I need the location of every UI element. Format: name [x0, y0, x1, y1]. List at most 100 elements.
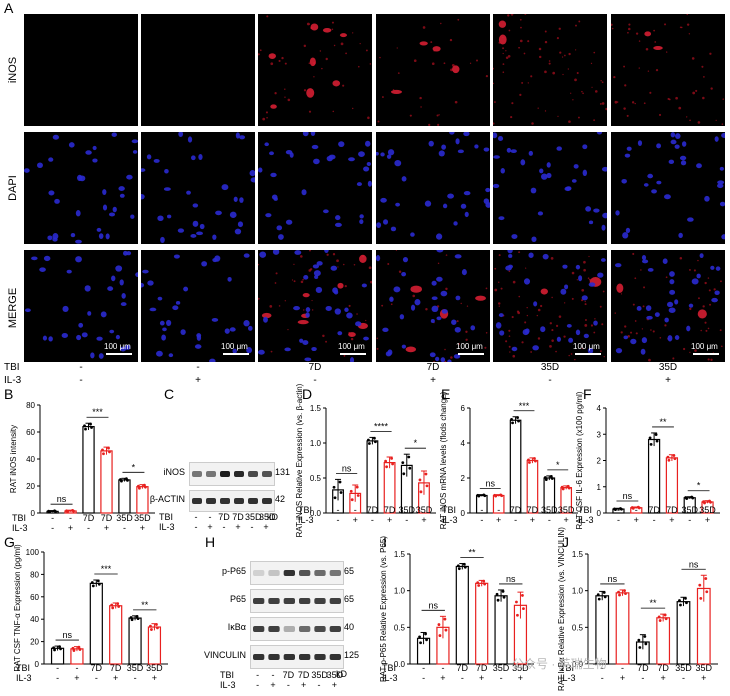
data-point: [89, 422, 92, 426]
data-point: [511, 421, 514, 425]
tbi-value: -: [271, 670, 275, 680]
y-axis-label: RAT CSF TNF-α Expression (pg/ml): [13, 544, 22, 672]
data-point: [597, 597, 601, 601]
data-point: [117, 605, 121, 608]
data-point: [516, 416, 519, 420]
data-point: [657, 615, 661, 619]
image-tile-r2-c6: [611, 132, 725, 244]
data-point: [516, 613, 519, 617]
x-il3-label: +: [705, 515, 710, 525]
data-point: [125, 477, 128, 481]
data-point: [678, 599, 681, 602]
data-point: [685, 601, 688, 605]
image-tile-r3-c4: [376, 250, 490, 362]
data-point: [47, 509, 50, 513]
data-point: [543, 476, 547, 479]
x-il3-label: +: [518, 673, 523, 683]
blot-band-label: p-P65: [221, 566, 246, 576]
tbi-row-label: TBI: [298, 505, 312, 515]
scale-bar: [575, 353, 601, 355]
x-il3-label: -: [56, 673, 59, 683]
il3-row-label: IL-3: [16, 673, 32, 683]
data-point: [623, 589, 626, 593]
data-point: [129, 616, 133, 619]
data-point: [107, 446, 110, 450]
data-point: [355, 485, 359, 489]
scale-bar: [693, 353, 719, 355]
bar: [595, 595, 610, 665]
data-point: [515, 600, 518, 604]
data-point: [356, 494, 360, 497]
panel-label-d: D: [302, 386, 313, 402]
x-tbi-label: 7D: [648, 505, 660, 515]
data-point: [71, 508, 74, 512]
il3-row-label: IL-3: [382, 673, 398, 683]
data-point: [339, 491, 343, 494]
blot-kd-value: 125: [344, 650, 360, 660]
x-il3-label: -: [688, 515, 691, 525]
il3-row-label: IL-3: [220, 680, 236, 690]
x-tbi-label: 7D: [457, 663, 469, 673]
il3-value: -: [194, 522, 198, 532]
blot-band-row: [250, 617, 344, 641]
significance-label: ns: [608, 574, 618, 584]
data-point: [690, 495, 694, 499]
data-point: [119, 478, 122, 481]
data-point: [424, 632, 427, 636]
data-point: [155, 623, 158, 626]
blot-kd-unit: kD: [267, 512, 278, 522]
il3-value: +: [270, 680, 276, 690]
tbi-value: 35D: [658, 362, 678, 373]
data-point: [698, 583, 702, 587]
data-point: [624, 592, 627, 595]
data-point: [649, 443, 653, 446]
data-point: [368, 442, 371, 445]
x-il3-label: +: [440, 673, 445, 683]
data-point: [350, 498, 354, 502]
y-tick-label: 2: [461, 474, 466, 483]
x-il3-label: +: [68, 523, 73, 533]
x-il3-label: +: [113, 673, 118, 683]
data-point: [110, 603, 114, 607]
data-point: [407, 455, 411, 459]
data-point: [156, 626, 159, 630]
x-tbi-label: -: [51, 513, 54, 523]
x-il3-label: +: [634, 515, 639, 525]
image-tile-r1-c2: [141, 14, 255, 126]
y-tick-label: 40: [30, 615, 39, 624]
x-il3-label: -: [461, 673, 464, 683]
data-point: [443, 617, 447, 621]
data-point: [499, 493, 503, 497]
data-point: [549, 475, 553, 478]
data-point: [664, 617, 668, 621]
data-point: [333, 496, 337, 500]
x-il3-label: +: [564, 515, 569, 525]
il3-value: +: [665, 375, 671, 386]
image-tile-r2-c5: [493, 132, 607, 244]
data-point: [636, 505, 640, 509]
data-point: [644, 642, 648, 646]
data-point: [704, 577, 708, 580]
y-tick-label: 1: [597, 483, 602, 492]
significance-label: ns: [506, 574, 516, 584]
x-tbi-label: 7D: [476, 663, 488, 673]
data-point: [630, 506, 634, 509]
x-tbi-label: -: [69, 513, 72, 523]
significance-label: *: [697, 481, 701, 491]
y-tick-label: 1.0: [572, 587, 584, 596]
y-axis-label: RAT iNOS Relative Expression (vs. β-acti…: [295, 383, 304, 537]
x-tbi-label: -: [601, 663, 604, 673]
data-point: [91, 584, 95, 588]
data-point: [418, 478, 422, 482]
data-point: [52, 646, 55, 650]
tbi-value: 7D: [426, 362, 440, 373]
data-point: [483, 582, 487, 586]
data-point: [463, 565, 467, 569]
data-point: [456, 564, 460, 568]
il3-value: -: [548, 375, 552, 386]
data-point: [648, 436, 652, 440]
x-il3-label: +: [140, 523, 145, 533]
